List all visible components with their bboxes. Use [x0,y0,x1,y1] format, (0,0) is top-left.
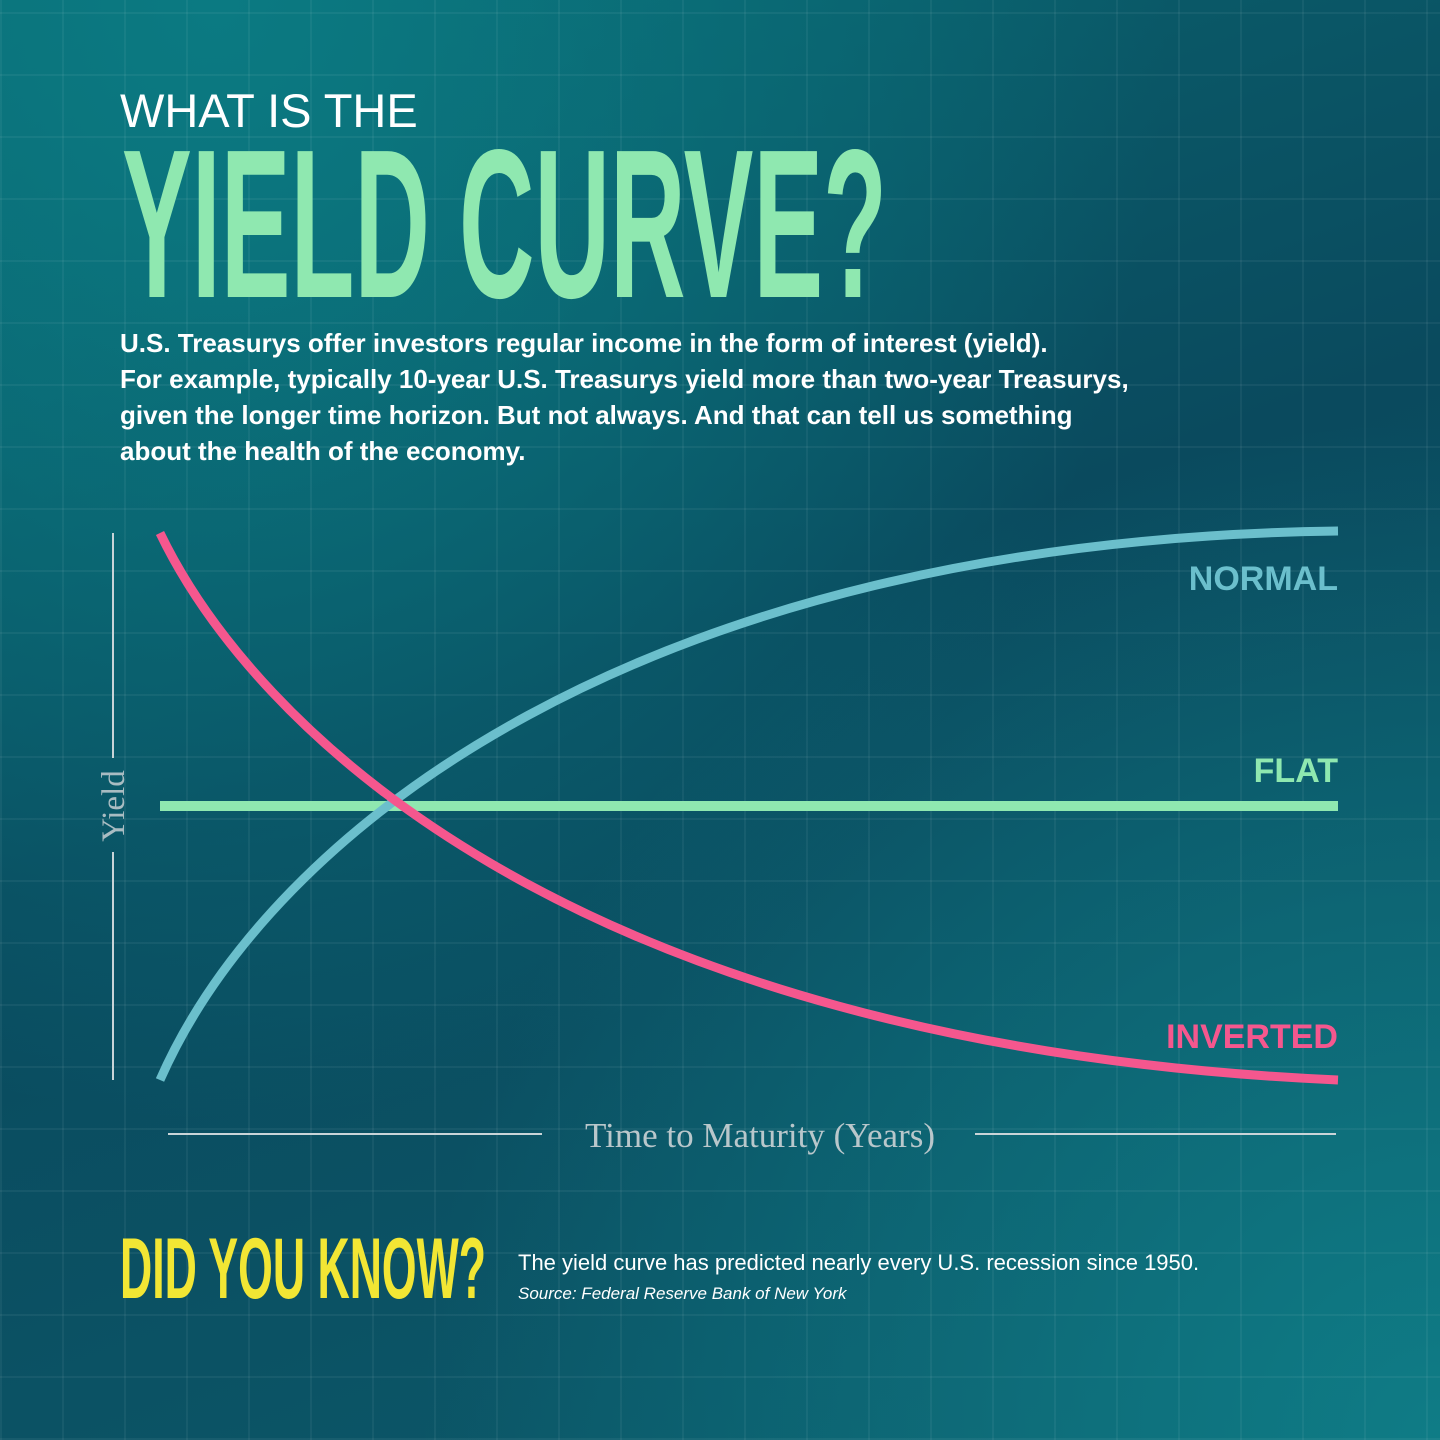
body-line: U.S. Treasurys offer investors regular i… [120,328,1048,358]
curve-label: INVERTED [1166,1018,1338,1056]
curve-label: NORMAL [1189,560,1338,598]
source: Source: Federal Reserve Bank of New York [518,1284,848,1303]
callout-text: The yield curve has predicted nearly eve… [518,1250,1199,1275]
title: YIELD CURVE? [122,105,887,342]
x-axis-label: Time to Maturity (Years) [585,1116,935,1155]
normal-curve [155,526,1339,1082]
body-line: given the longer time horizon. But not a… [120,400,1072,430]
curve-label: FLAT [1254,752,1339,790]
y-axis-label: Yield [96,770,132,842]
inverted-curve [155,531,1339,1085]
body-line: about the health of the economy. [120,436,525,466]
kicker: WHAT IS THE [120,84,418,137]
body-line: For example, typically 10-year U.S. Trea… [120,364,1129,394]
callout-title: DID YOU KNOW? [120,1221,486,1317]
